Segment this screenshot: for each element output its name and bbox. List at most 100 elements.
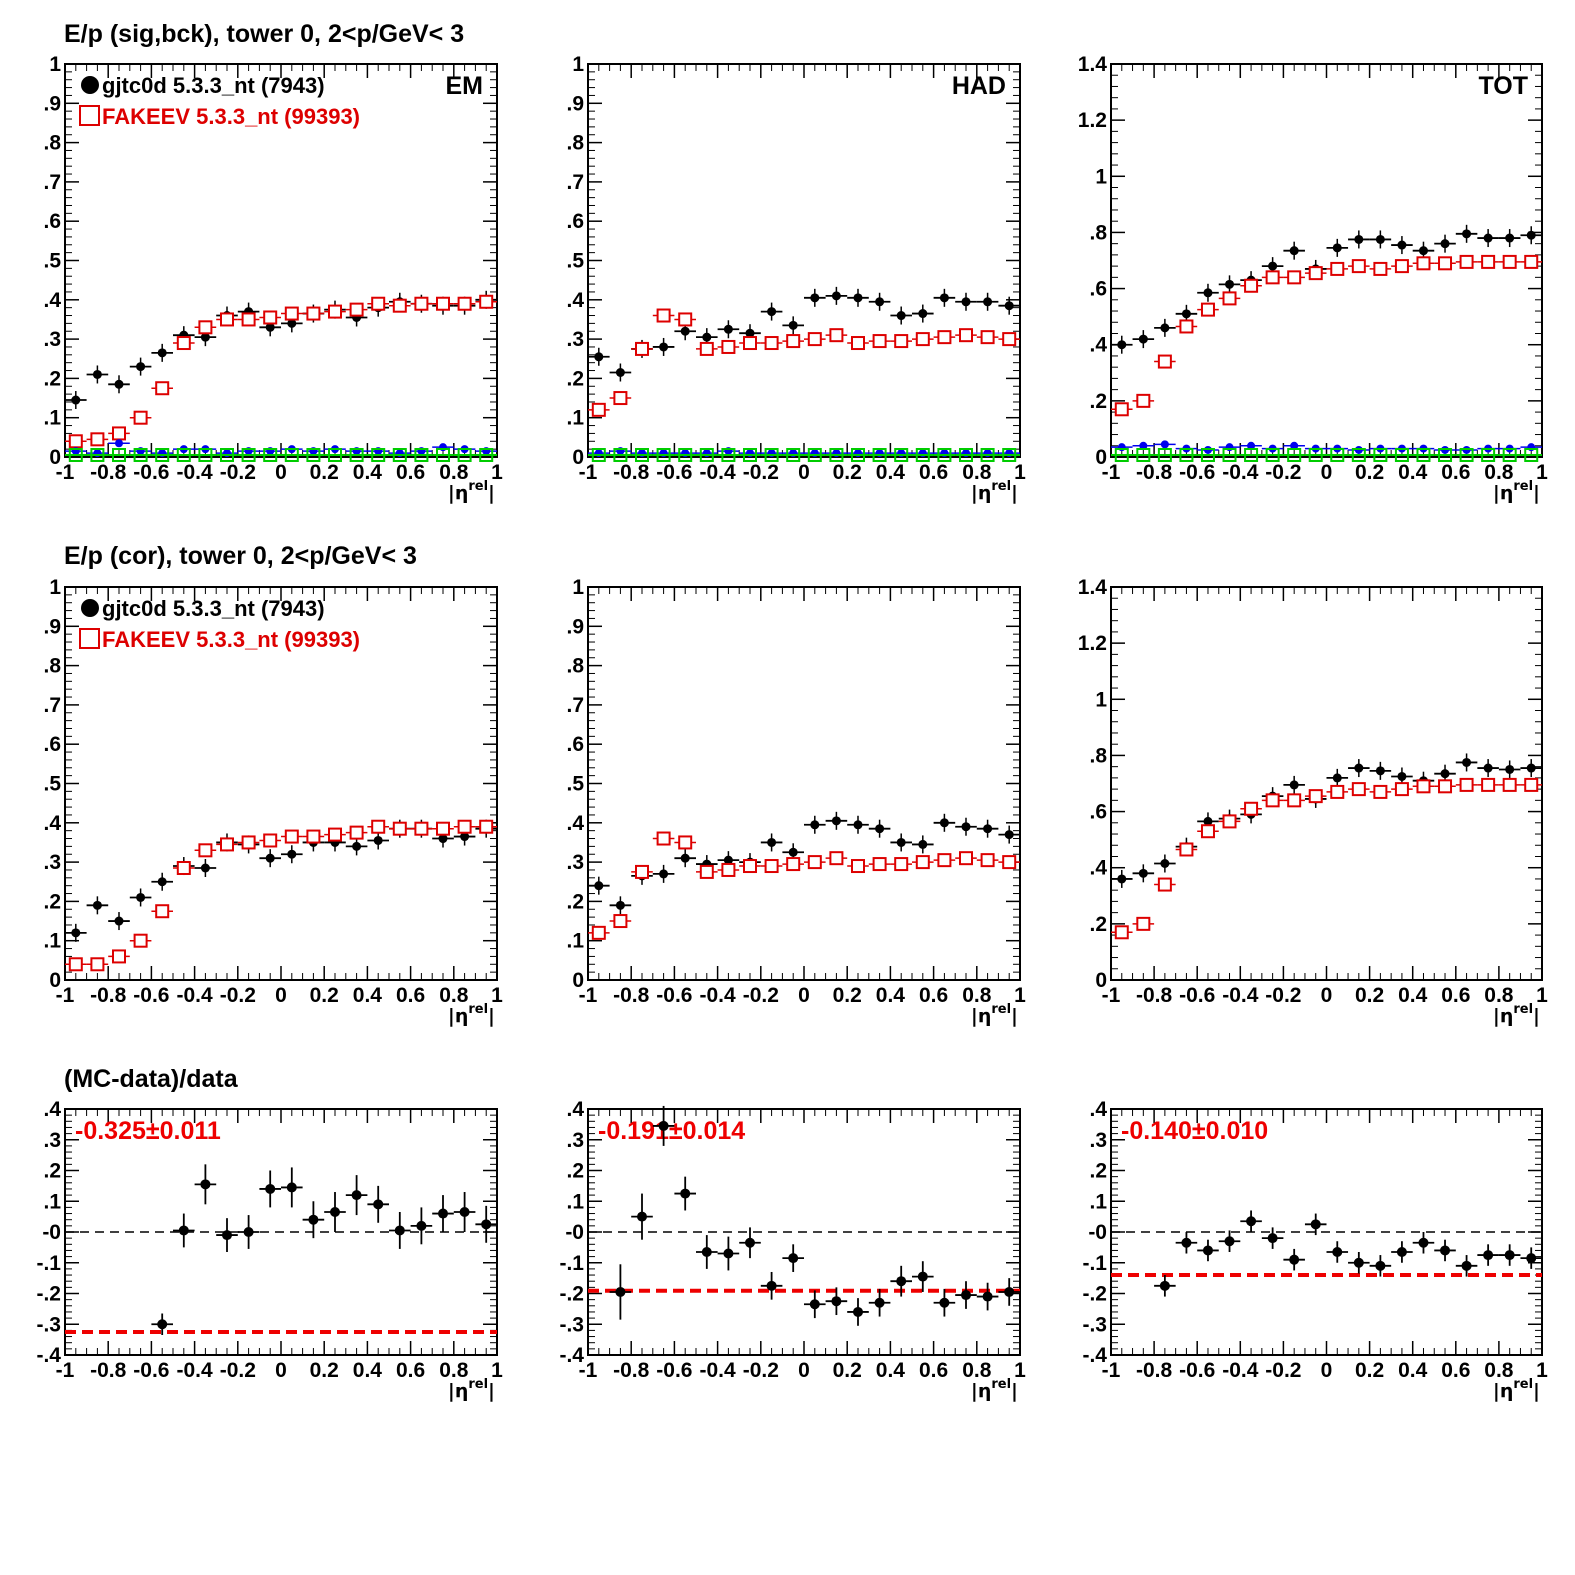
data-marker [114,379,124,389]
legend-mc-marker [79,628,100,649]
ratio-point [874,1297,885,1308]
x-tick-label: 1 [1536,461,1548,484]
bck-mc-marker [371,448,386,462]
mc-marker [263,833,278,848]
bck-data-marker [1139,441,1148,450]
bck-mc-marker [1157,448,1172,462]
bck-mc-marker [479,448,494,462]
x-tick-label: -1 [1102,1359,1121,1382]
data-marker [1375,766,1385,776]
data-marker [767,837,777,847]
x-tick-label: 0.6 [396,1359,425,1382]
ratio-point [1202,1245,1213,1256]
x-tick-label: -0.4 [1222,1359,1259,1382]
x-tick-label: -1 [1102,461,1121,484]
data-marker [939,293,949,303]
x-tick-label: 0 [275,1359,287,1382]
data-marker [1526,763,1536,773]
y-tick-label: .7 [43,171,61,194]
mc-marker [656,308,671,323]
data-marker [438,834,448,844]
y-tick-label: .3 [43,1129,61,1152]
bck-mc-marker [656,448,671,462]
bck-mc-marker [176,448,191,462]
x-tick-label: -0.6 [656,461,692,484]
x-tick-label: 0.6 [396,461,425,484]
data-marker [918,309,928,319]
x-tick-label: -0.2 [743,984,779,1007]
bck-mc-marker [1308,448,1323,462]
x-tick-label: 0.4 [876,984,906,1007]
x-tick-label: 1 [491,1359,503,1382]
y-tick-label: .4 [566,812,584,835]
legend-data-label: gjtc0d 5.3.3_nt (7943) [102,596,325,621]
x-tick-label: 0.4 [353,984,383,1007]
ratio-point [1267,1233,1278,1244]
x-tick-label: 0 [1321,1359,1333,1382]
y-tick-label: .6 [566,210,584,233]
mc-marker [1416,256,1431,271]
mc-marker [133,410,148,425]
mc-marker [1394,782,1409,797]
data-marker [810,820,820,830]
x-tick-label: -0.8 [1136,461,1173,484]
panel-label: EM [446,72,484,100]
mc-marker [371,296,386,311]
bck-mc-marker [613,448,628,462]
bck-mc-marker [980,448,995,462]
data-marker [1160,859,1170,869]
legend-data-marker [81,599,99,617]
ratio-point [157,1319,168,1330]
data-marker [200,332,210,342]
mc-marker [851,336,865,351]
data-marker [1526,230,1536,240]
mc-marker [829,851,844,866]
bck-mc-marker [133,448,148,462]
bck-mc-marker [937,448,952,462]
plot-p6: 0.2.4.6.811.21.4-1 -0.8 -0.6 -0.4 -0.2 0 0.2 0.… [1078,576,1548,1027]
x-tick-label: 0.8 [439,1359,469,1382]
x-tick-label: -0.4 [700,984,737,1007]
row-title-ratio: (MC-data)/data [64,1065,238,1093]
legend-mc-label: FAKEEV 5.3.3_nt (99393) [102,104,360,129]
ratio-point [1289,1254,1300,1265]
mc-marker [851,859,865,874]
mc-marker [1136,393,1151,408]
x-tick-label: -0.2 [220,984,256,1007]
x-tick-label: -0.8 [1136,984,1173,1007]
ratio-point [330,1207,340,1218]
bck-mc-marker [678,448,693,462]
ratio-point [637,1211,647,1222]
y-tick-label: .4 [1089,1098,1107,1121]
mc-marker [284,306,299,321]
y-tick-label: .4 [43,1098,61,1121]
data-marker [702,332,712,342]
x-tick-label: 0.6 [396,984,425,1007]
x-tick-label: -1 [579,461,598,484]
mc-marker [220,312,234,327]
data-marker [1397,240,1407,250]
data-marker [1397,771,1407,781]
plot-p7: -.4 -.3 -.2 -.1 -0 .1 .2 .3 .4 -1 -0.8 -0.6 -0.4 -0.2… [36,1098,503,1402]
data-marker [1354,234,1364,244]
mc-marker [1002,332,1017,347]
mc-marker [786,334,801,349]
ratio-point [222,1230,232,1241]
x-tick-label: -0.2 [220,1359,256,1382]
mc-marker [764,336,779,351]
y-tick-label: .6 [43,210,61,233]
x-tick-label: 0.4 [876,1359,906,1382]
y-tick-label: -.4 [36,1344,61,1367]
ratio-point [680,1188,691,1199]
data-marker [71,928,81,938]
ratio-point [373,1199,384,1210]
ratio-point [982,1291,993,1302]
ratio-point [1224,1236,1235,1247]
data-marker [983,297,993,307]
ratio-point [178,1225,189,1236]
mc-marker [155,904,170,919]
bck-mc-marker [1481,448,1496,462]
ratio-point [766,1280,777,1291]
x-tick-label: 0.8 [1484,1359,1514,1382]
ratio-point [416,1220,427,1231]
